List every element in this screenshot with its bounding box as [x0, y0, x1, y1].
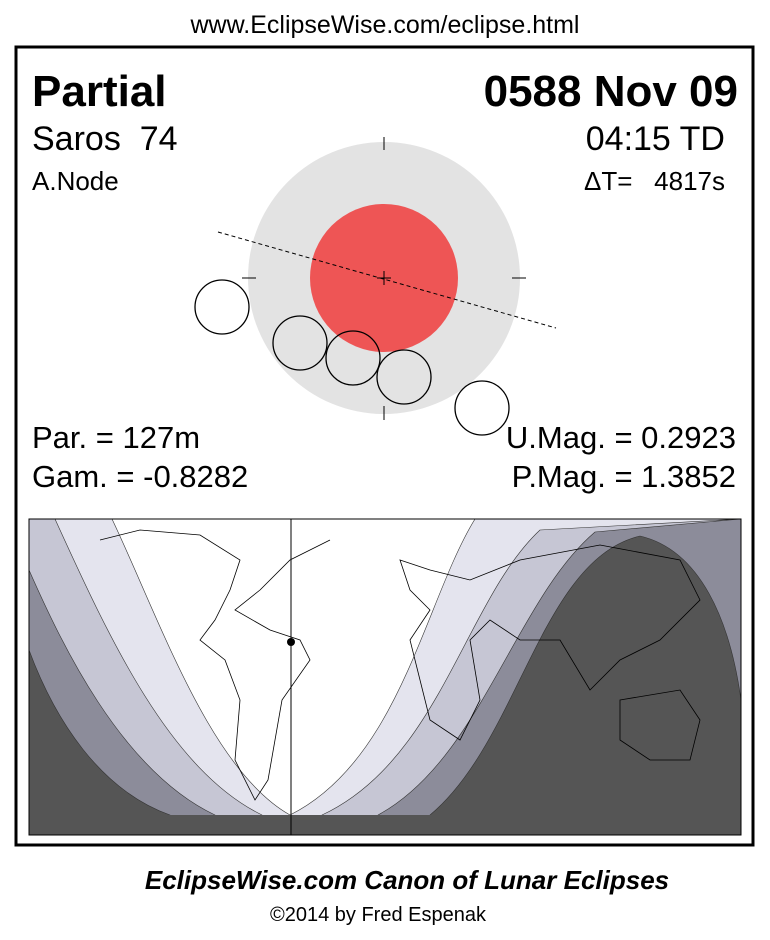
shadow-diagram [194, 137, 557, 436]
url: www.EclipseWise.com/eclipse.html [190, 11, 580, 39]
saros: Saros 74 [32, 120, 178, 158]
moon-positions [194, 279, 510, 436]
gam: Gam. = -0.8282 [32, 459, 248, 494]
eclipse-type: Partial [32, 67, 167, 116]
pmag: P.Mag. = 1.3852 [512, 459, 736, 494]
time: 04:15 TD [586, 120, 725, 158]
eclipse-date: 0588 Nov 09 [484, 67, 738, 116]
delta-t: ΔT= 4817s [584, 166, 725, 196]
node: A.Node [32, 166, 119, 196]
par: Par. = 127m [32, 420, 200, 455]
axis-ticks [242, 137, 526, 420]
visibility-map [28, 518, 742, 836]
umag: U.Mag. = 0.2923 [506, 420, 736, 455]
footer-title: EclipseWise.com Canon of Lunar Eclipses [145, 865, 669, 895]
footer-credit: ©2014 by Fred Espenak [270, 904, 487, 926]
moon-path [217, 231, 557, 329]
